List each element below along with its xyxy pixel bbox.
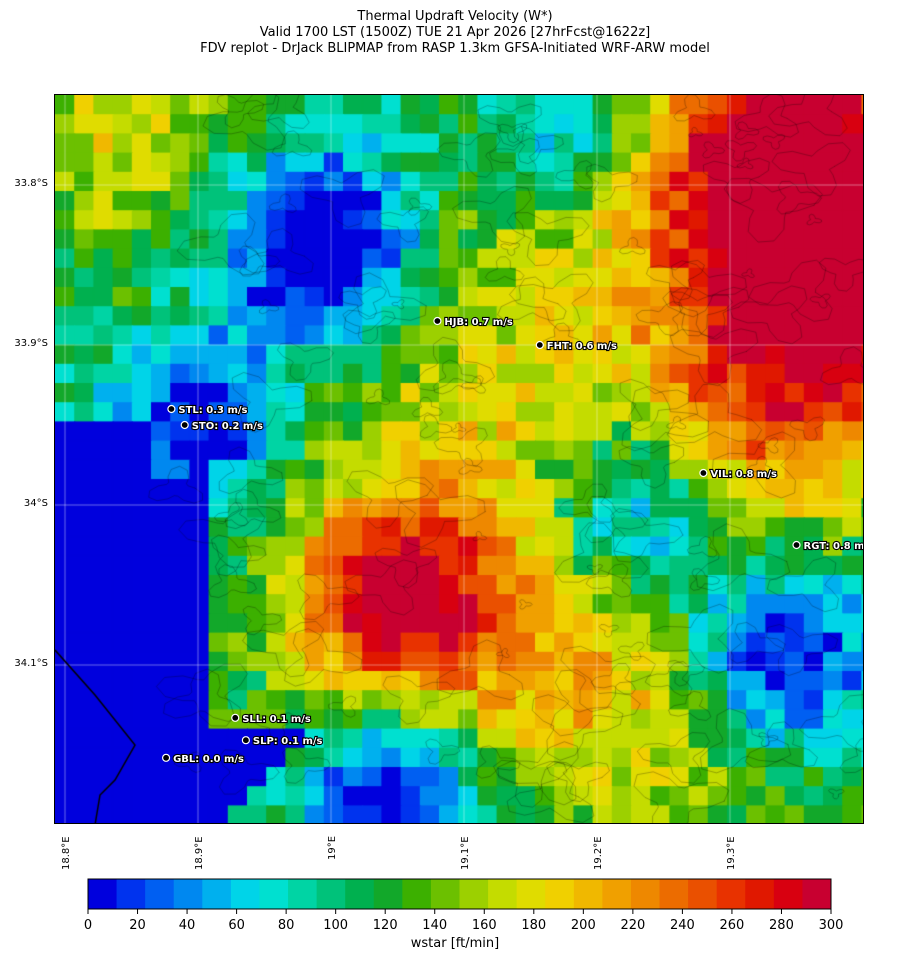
station-marker	[180, 420, 189, 430]
colorbar-swatch	[745, 879, 775, 909]
colorbar-tick-label: 80	[277, 918, 295, 933]
colorbar-tick-label: 200	[570, 918, 596, 933]
colorbar-tick-label: 100	[323, 918, 349, 933]
colorbar-tick-label: 300	[818, 918, 844, 933]
colorbar-tick-label: 160	[471, 918, 497, 933]
lon-label-19.3: 19.3°E	[726, 836, 737, 870]
station-label: STO: 0.2 m/s	[192, 421, 263, 432]
colorbar-swatch	[145, 879, 175, 909]
colorbar-swatch	[488, 879, 518, 909]
map-overlay: HJB: 0.7 m/s FHT: 0.6 m/s STL: 0.3 m/s STO:…	[161, 316, 865, 766]
colorbar-swatch	[259, 879, 289, 909]
colorbar-tick-label: 40	[178, 918, 196, 933]
colorbar-tick-label: 60	[228, 918, 245, 933]
lat-label-33.8: 33.8°S	[14, 178, 48, 189]
station-gbl[interactable]: GBL: 0.0 m/s	[161, 753, 245, 766]
colorbar-border	[87, 878, 832, 910]
station-label: SLP: 0.1 m/s	[253, 736, 323, 747]
colorbar-tick-label: 280	[769, 918, 794, 933]
colorbar-swatch	[602, 879, 632, 909]
station-slp[interactable]: SLP: 0.1 m/s	[241, 735, 324, 748]
wstar-raster-map	[55, 95, 863, 823]
lon-label-19.1: 19.1°E	[460, 836, 471, 870]
station-label: VIL: 0.8 m/s	[710, 469, 777, 480]
lat-label-34.0: 34°S	[23, 498, 48, 509]
colorbar-tick-label: 180	[521, 918, 547, 933]
station-fht[interactable]: FHT: 0.6 m/s	[535, 340, 618, 353]
lat-label-34.1: 34.1°S	[14, 658, 48, 669]
station-label: SLL: 0.1 m/s	[242, 714, 311, 725]
valid-time-line: Valid 1700 LST (1500Z) TUE 21 Apr 2026 […	[259, 25, 651, 40]
colorbar-swatch	[173, 879, 203, 909]
station-marker	[433, 316, 442, 326]
colorbar-tick-label: 20	[129, 918, 146, 933]
colorbar-tick-label: 240	[669, 918, 695, 933]
colorbar-swatch	[402, 879, 432, 909]
colorbar-swatch	[373, 879, 403, 909]
colorbar-swatch	[716, 879, 746, 909]
lon-label-18.9: 18.9°E	[194, 836, 205, 870]
station-marker	[792, 540, 801, 550]
colorbar-swatch	[116, 879, 146, 909]
lon-label-19.0: 19°E	[327, 835, 338, 860]
colorbar-swatch	[516, 879, 546, 909]
colorbar-tick-label: 140	[422, 918, 448, 933]
station-marker	[535, 340, 544, 350]
station-label: STL: 0.3 m/s	[178, 405, 247, 416]
colorbar-swatch	[459, 879, 489, 909]
colorbar-tick-label: 260	[719, 918, 745, 933]
colorbar-swatch	[345, 879, 375, 909]
colorbar-swatch	[659, 879, 689, 909]
station-marker	[231, 713, 240, 722]
lat-label-33.9: 33.9°S	[14, 338, 48, 349]
colorbar-tick-label: 120	[372, 918, 398, 933]
station-sll[interactable]: SLL: 0.1 m/s	[231, 713, 312, 726]
colorbar	[87, 878, 832, 914]
lon-label-19.2: 19.2°E	[593, 836, 604, 870]
lon-label-18.8: 18.8°E	[61, 836, 72, 870]
colorbar-swatch	[688, 879, 718, 909]
station-marker	[161, 753, 171, 762]
chart-title: Thermal Updraft Velocity (W*)	[357, 9, 553, 24]
station-vil[interactable]: VIL: 0.8 m/s	[699, 468, 778, 481]
station-marker	[699, 468, 708, 478]
station-rgt[interactable]: RGT: 0.8 m/s	[792, 540, 865, 553]
station-marker	[241, 736, 250, 745]
colorbar-swatch	[288, 879, 318, 909]
station-stl[interactable]: STL: 0.3 m/s	[167, 404, 249, 417]
station-sto[interactable]: STO: 0.2 m/s	[180, 420, 264, 433]
colorbar-swatch	[88, 879, 118, 909]
colorbar-swatch	[316, 879, 346, 909]
map-panel[interactable]: HJB: 0.7 m/s FHT: 0.6 m/s STL: 0.3 m/s STO:…	[54, 94, 864, 824]
colorbar-swatch	[630, 879, 661, 909]
colorbar-title: wstar [ft/min]	[410, 936, 500, 951]
model-source-line: FDV replot - DrJack BLIPMAP from RASP 1.…	[200, 41, 710, 56]
station-hjb[interactable]: HJB: 0.7 m/s	[433, 316, 514, 329]
colorbar-tick-label: 220	[620, 918, 646, 933]
station-label: HJB: 0.7 m/s	[444, 317, 512, 328]
colorbar-swatch	[802, 879, 832, 909]
station-label: RGT: 0.8 m/s	[804, 541, 865, 552]
colorbar-swatch	[573, 879, 603, 909]
station-label: GBL: 0.0 m/s	[173, 754, 244, 765]
station-label: FHT: 0.6 m/s	[547, 341, 617, 352]
station-marker	[167, 404, 176, 414]
colorbar-swatch	[202, 879, 232, 909]
colorbar-swatch	[773, 879, 803, 909]
colorbar-tick-label: 0	[83, 918, 93, 933]
colorbar-swatch	[430, 879, 460, 909]
colorbar-swatch	[545, 879, 575, 909]
colorbar-swatch	[230, 879, 260, 909]
